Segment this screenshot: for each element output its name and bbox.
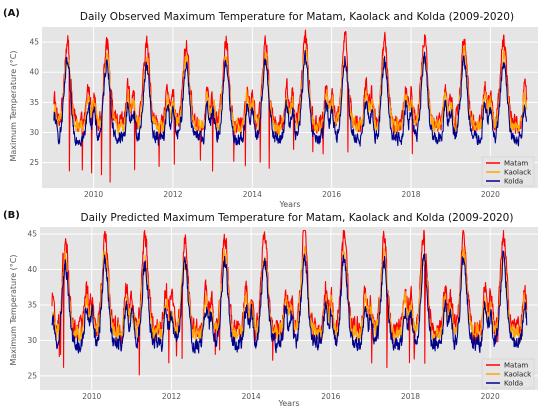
y-axis-label: Maximum Temperature (°C) [9,50,18,161]
y-tick-labels: 25 30 35 40 45 [27,230,37,381]
series-line-kolda [51,250,528,354]
x-tick-label: 2014 [243,190,262,199]
y-tick-label: 40 [27,265,37,274]
x-axis-label: Years [277,399,299,408]
y-axis-label: Maximum Temperature (°C) [9,254,18,365]
chart-title: Daily Observed Maximum Temperature for M… [80,11,514,23]
x-tick-label: 2010 [84,190,103,199]
x-tick-label: 2020 [481,190,500,199]
x-tick-label: 2012 [163,190,182,199]
x-tick-labels: 2010 2012 2014 2016 2018 2020 [84,190,500,199]
y-tick-labels: 25 30 35 40 45 [29,38,39,168]
legend-label: Kolda [504,380,523,388]
x-tick-label: 2012 [162,392,181,401]
x-tick-label: 2018 [401,190,420,199]
chart-title: Daily Predicted Maximum Temperature for … [81,212,514,224]
y-tick-label: 45 [29,38,39,47]
y-tick-label: 30 [27,336,37,345]
y-tick-label: 25 [29,158,39,167]
y-tick-label: 40 [29,68,39,77]
y-tick-label: 45 [27,230,37,239]
x-tick-labels: 2010 2012 2014 2016 2018 2020 [82,392,500,401]
grid-lines [40,227,538,390]
x-axis-label: Years [278,200,300,209]
series-lines [53,29,528,183]
panel-observed: (A) Daily Observed Maximum Temperature f… [3,8,538,209]
x-tick-label: 2018 [401,392,420,401]
legend-label: Matam [504,160,528,168]
y-tick-label: 35 [27,300,37,309]
x-tick-label: 2014 [242,392,261,401]
legend: Matam Kaolack Kolda [481,358,535,389]
legend-label: Kaolack [504,169,532,177]
y-tick-label: 30 [29,128,39,137]
series-lines [51,229,528,376]
legend: Matam Kaolack Kolda [481,156,535,187]
series-line-matam [51,229,528,376]
y-tick-label: 35 [29,98,39,107]
legend-label: Matam [504,362,528,370]
series-line-kaolack [53,44,528,137]
legend-label: Kaolack [504,371,532,379]
x-tick-label: 2020 [481,392,500,401]
panel-label: (A) [3,8,20,19]
x-tick-label: 2016 [322,190,341,199]
x-tick-label: 2010 [82,392,101,401]
panel-label: (B) [3,210,20,221]
legend-label: Kolda [504,178,523,186]
series-line-kolda [53,49,528,147]
x-tick-label: 2016 [321,392,340,401]
panel-predicted: (B) Daily Predicted Maximum Temperature … [3,210,538,408]
y-tick-label: 25 [27,371,37,380]
